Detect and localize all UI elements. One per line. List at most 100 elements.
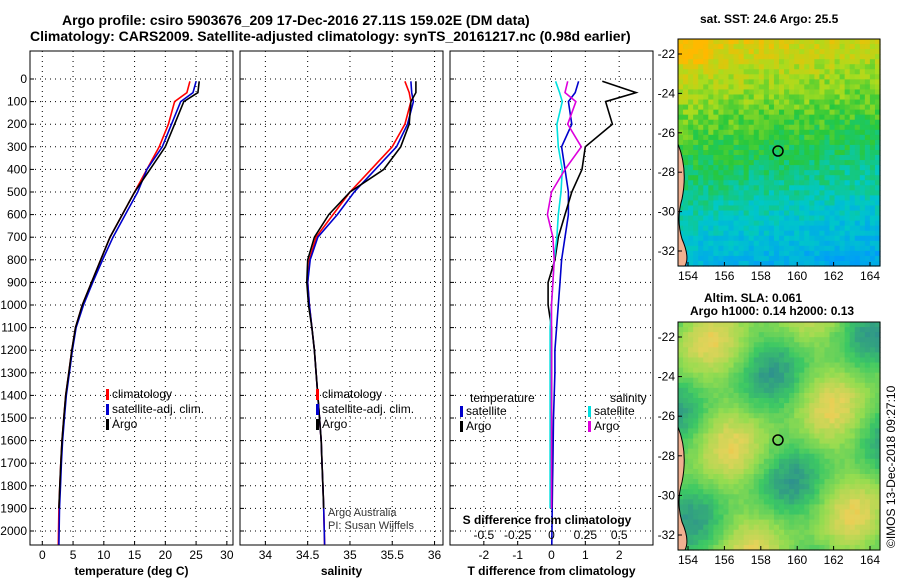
map-cell xyxy=(829,235,836,242)
map-cell xyxy=(874,458,881,465)
map-cell xyxy=(688,377,694,384)
map-cell xyxy=(834,144,841,151)
map-cell xyxy=(824,39,831,45)
map-cell xyxy=(859,484,866,490)
map-cell xyxy=(718,255,725,262)
map-cell xyxy=(723,423,730,429)
map-cell xyxy=(678,332,684,338)
map-cell xyxy=(708,205,714,212)
map-cell xyxy=(693,484,699,490)
map-cell xyxy=(703,398,709,404)
map-cell xyxy=(748,114,755,121)
map-cell xyxy=(738,144,745,151)
map-cell xyxy=(824,250,831,257)
map-cell xyxy=(839,438,846,445)
map-cell xyxy=(804,499,810,505)
map-cell xyxy=(733,155,740,161)
map-cell xyxy=(683,398,689,404)
map-cell xyxy=(834,413,841,419)
map-cell xyxy=(753,59,760,65)
map-cell xyxy=(723,474,730,480)
map-cell xyxy=(718,205,725,212)
map-cell xyxy=(703,362,709,369)
map-cell xyxy=(844,398,851,404)
map-cell xyxy=(713,529,719,536)
map-cell xyxy=(743,175,750,181)
map-cell xyxy=(789,347,795,353)
map-cell xyxy=(809,79,815,85)
legend-label: climatology xyxy=(322,387,382,401)
map-cell xyxy=(758,260,765,267)
map-cell xyxy=(844,337,851,343)
map-cell xyxy=(874,104,881,111)
x2-tick-label: 0 xyxy=(548,528,555,542)
map-cell xyxy=(693,453,699,460)
map-cell xyxy=(703,433,709,440)
map-cell xyxy=(859,149,866,156)
map-cell xyxy=(708,165,714,171)
map-cell xyxy=(763,458,770,465)
map-cell xyxy=(683,114,689,121)
map-cell xyxy=(688,160,694,166)
map-cell xyxy=(784,408,790,414)
map-cell xyxy=(794,94,800,101)
map-cell xyxy=(683,230,689,237)
map-cell xyxy=(794,499,800,505)
map-cell xyxy=(804,494,810,500)
map-cell xyxy=(738,403,745,409)
map-cell xyxy=(713,139,719,146)
map-cell xyxy=(859,342,866,348)
map-cell xyxy=(834,524,841,531)
map-cell xyxy=(733,220,740,227)
map-cell xyxy=(839,408,846,414)
map-cell xyxy=(834,463,841,470)
map-cell xyxy=(688,484,694,490)
map-cell xyxy=(844,347,851,353)
map-cell xyxy=(753,539,760,546)
map-cell xyxy=(784,155,790,161)
map-cell xyxy=(728,84,735,91)
map-cell xyxy=(773,255,780,262)
map-cell xyxy=(794,529,800,536)
map-cell xyxy=(839,398,846,404)
map-cell xyxy=(799,250,805,257)
map-cell xyxy=(864,129,871,136)
map-cell xyxy=(784,175,790,181)
map-cell xyxy=(809,200,815,207)
map-cell xyxy=(869,474,876,480)
map-cell xyxy=(718,220,725,227)
map-cell xyxy=(733,392,740,399)
map-cell xyxy=(708,175,714,181)
map-cell xyxy=(799,408,805,414)
map-cell xyxy=(824,160,831,166)
map-cell xyxy=(804,124,810,131)
map-cell xyxy=(859,84,866,91)
map-cell xyxy=(718,235,725,242)
map-cell xyxy=(693,129,699,136)
map-cell xyxy=(794,367,800,374)
map-cell xyxy=(733,519,740,526)
map-cell xyxy=(738,170,745,176)
map-cell xyxy=(693,458,699,465)
map-cell xyxy=(723,337,730,343)
map-cell xyxy=(753,423,760,429)
map-cell xyxy=(693,240,699,247)
map-cell xyxy=(698,539,704,546)
map-cell xyxy=(768,484,775,490)
map-cell xyxy=(728,139,735,146)
map-cell xyxy=(768,468,775,475)
map-cell xyxy=(688,499,694,505)
map-cell xyxy=(844,387,851,394)
map-cell xyxy=(748,215,755,222)
map-cell xyxy=(768,49,775,55)
map-cell xyxy=(864,114,871,121)
map-cell xyxy=(784,165,790,171)
map-cell xyxy=(874,479,881,485)
map-cell xyxy=(713,524,719,531)
map-cell xyxy=(693,377,699,384)
map-cell xyxy=(713,205,719,212)
map-cell xyxy=(839,403,846,409)
map-cell xyxy=(753,255,760,262)
map-cell xyxy=(829,119,836,126)
map-cell xyxy=(733,235,740,242)
